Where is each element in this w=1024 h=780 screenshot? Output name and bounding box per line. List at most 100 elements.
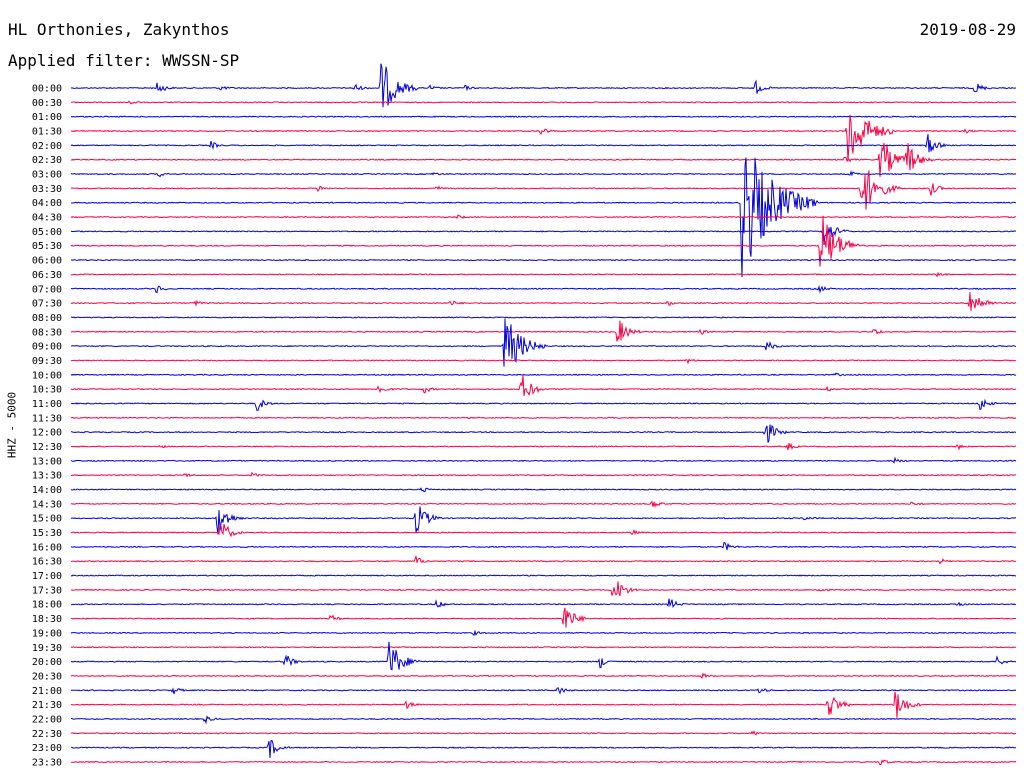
trace-1000 [70, 372, 1017, 377]
trace-0030 [71, 100, 1017, 105]
trace-1500 [70, 506, 1017, 535]
time-label-1900: 19:00 [32, 628, 62, 639]
trace-0300 [70, 170, 1017, 178]
time-label-2100: 21:00 [32, 686, 62, 697]
time-label-2030: 20:30 [32, 671, 62, 682]
station-title: HL Orthonies, Zakynthos [8, 20, 230, 39]
trace-2230 [71, 730, 1017, 736]
time-label-0100: 01:00 [32, 112, 62, 123]
time-label-1630: 16:30 [32, 557, 62, 568]
time-label-2200: 22:00 [32, 714, 62, 725]
trace-0800 [70, 316, 1017, 319]
trace-1430 [70, 500, 1017, 509]
time-label-1730: 17:30 [32, 585, 62, 596]
trace-2000 [70, 641, 1017, 671]
trace-1600 [70, 541, 1017, 551]
time-label-0600: 06:00 [32, 256, 62, 267]
time-label-0930: 09:30 [32, 356, 62, 367]
time-label-0000: 00:00 [32, 84, 62, 95]
date-label: 2019-08-29 [919, 20, 1016, 39]
time-label-0230: 02:30 [32, 155, 62, 166]
time-label-0700: 07:00 [32, 284, 62, 295]
trace-1330 [70, 471, 1017, 478]
trace-1930 [70, 646, 1017, 649]
time-label-0900: 09:00 [32, 342, 62, 353]
trace-2330 [70, 759, 1017, 766]
time-label-1030: 10:30 [32, 385, 62, 396]
trace-2200 [71, 715, 1016, 725]
trace-0630 [70, 271, 1017, 278]
trace-0930 [70, 358, 1017, 365]
time-label-1430: 14:30 [32, 499, 62, 510]
trace-1800 [70, 598, 1017, 608]
time-label-2000: 20:00 [32, 657, 62, 668]
time-label-0330: 03:30 [32, 184, 62, 195]
time-label-1700: 17:00 [32, 571, 62, 582]
trace-0100 [70, 115, 1017, 118]
trace-2030 [70, 672, 1017, 679]
time-label-0030: 00:30 [32, 98, 62, 109]
time-label-0830: 08:30 [32, 327, 62, 338]
time-label-2230: 22:30 [32, 729, 62, 740]
trace-2130 [70, 691, 1017, 718]
trace-0830 [70, 320, 1017, 342]
time-label-0200: 02:00 [32, 141, 62, 152]
trace-2300 [71, 739, 1017, 759]
trace-1530 [70, 523, 1017, 538]
time-label-2300: 23:00 [32, 743, 62, 754]
trace-1730 [70, 581, 1017, 596]
trace-0400 [71, 157, 1017, 278]
time-label-1600: 16:00 [32, 542, 62, 553]
trace-0500 [70, 226, 1017, 246]
time-label-1500: 15:00 [32, 514, 62, 525]
trace-0530 [70, 215, 1017, 267]
time-label-1400: 14:00 [32, 485, 62, 496]
time-label-2130: 21:30 [32, 700, 62, 711]
trace-2100 [70, 686, 1017, 695]
time-label-0500: 05:00 [32, 227, 62, 238]
time-label-2330: 23:30 [32, 757, 62, 768]
trace-1030 [70, 374, 1017, 397]
trace-1130 [70, 416, 1017, 419]
time-label-1200: 12:00 [32, 428, 62, 439]
trace-1200 [70, 424, 1017, 443]
time-label-1230: 12:30 [32, 442, 62, 453]
trace-1900 [70, 629, 1017, 637]
trace-0700 [70, 284, 1017, 294]
time-label-1930: 19:30 [32, 643, 62, 654]
time-label-1100: 11:00 [32, 399, 62, 410]
time-label-0430: 04:30 [32, 213, 62, 224]
trace-1100 [70, 398, 1017, 411]
trace-0230 [70, 142, 1017, 177]
trace-0900 [71, 318, 1017, 367]
time-label-0630: 06:30 [32, 270, 62, 281]
time-label-1000: 10:00 [32, 370, 62, 381]
trace-0000 [70, 63, 1017, 108]
time-label-0730: 07:30 [32, 299, 62, 310]
trace-0330 [70, 170, 1017, 210]
trace-1700 [70, 574, 1017, 577]
time-label-0300: 03:00 [32, 170, 62, 181]
trace-0200 [70, 134, 1017, 153]
trace-0130 [70, 114, 1017, 162]
trace-0730 [70, 292, 1017, 311]
trace-1300 [70, 456, 1017, 464]
trace-1400 [70, 487, 1017, 493]
time-label-1130: 11:30 [32, 413, 62, 424]
trace-1230 [70, 442, 1017, 451]
time-label-0530: 05:30 [32, 241, 62, 252]
time-label-1800: 18:00 [32, 600, 62, 611]
filter-label: Applied filter: WWSSN-SP [8, 51, 240, 70]
trace-1630 [70, 555, 1017, 565]
time-label-1830: 18:30 [32, 614, 62, 625]
time-label-1330: 13:30 [32, 471, 62, 482]
time-label-0130: 01:30 [32, 127, 62, 138]
trace-1830 [70, 607, 1017, 628]
time-label-0800: 08:00 [32, 313, 62, 324]
time-label-1300: 13:00 [32, 456, 62, 467]
trace-0430 [70, 214, 1017, 220]
time-label-0400: 04:00 [32, 198, 62, 209]
trace-0600 [70, 258, 1017, 262]
time-label-1530: 15:30 [32, 528, 62, 539]
